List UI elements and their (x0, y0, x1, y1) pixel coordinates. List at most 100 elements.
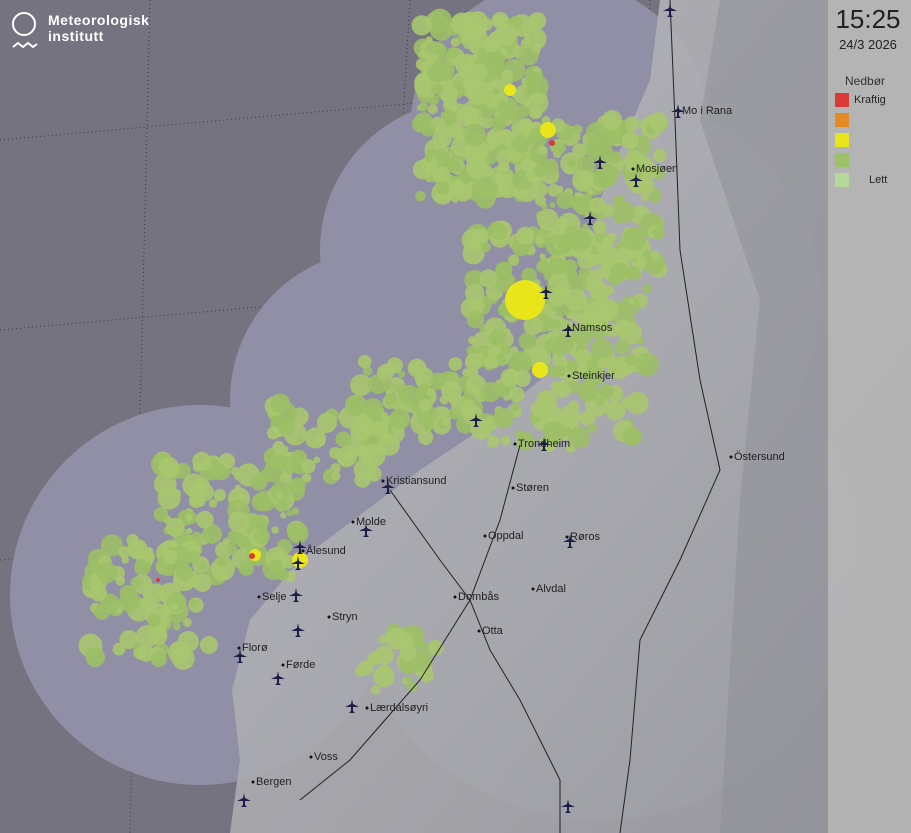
airplane-icon[interactable] (539, 285, 553, 299)
precip-cell (447, 124, 463, 139)
city-label: Steinkjer (572, 370, 615, 382)
airplane-icon[interactable] (469, 413, 483, 427)
precip-cell (498, 161, 510, 173)
precip-cell (227, 529, 243, 545)
precip-cell (470, 418, 492, 440)
precip-cell (165, 517, 185, 537)
airplane-icon[interactable] (561, 323, 575, 337)
precip-cell (571, 323, 594, 345)
precip-cell (281, 445, 289, 453)
precip-cell (487, 435, 500, 448)
precip-cell (623, 116, 640, 132)
precip-cell (192, 462, 203, 472)
precip-cell (592, 220, 607, 235)
airplane-icon[interactable] (671, 104, 685, 118)
precip-cell (301, 473, 312, 483)
precip-cell (182, 617, 192, 628)
precip-cell (568, 426, 591, 449)
precip-cell (490, 115, 507, 131)
precip-cell (143, 550, 155, 563)
precip-cell (523, 315, 543, 336)
precip-cell (567, 158, 577, 168)
airplane-icon[interactable] (563, 534, 577, 548)
precip-cell (508, 351, 532, 375)
precip-cell (577, 380, 600, 403)
precip-cell-moderate (504, 84, 516, 96)
airplane-icon[interactable] (291, 556, 305, 570)
precip-cell (575, 348, 591, 364)
precip-cell-heavy (549, 140, 555, 146)
precip-cell (395, 385, 404, 394)
precip-cell (336, 446, 358, 467)
precip-cell (614, 216, 622, 224)
precip-cell (438, 132, 447, 141)
airplane-icon[interactable] (583, 211, 597, 225)
precip-cell (548, 287, 568, 307)
legend-swatch (835, 133, 849, 147)
precip-cell (198, 562, 207, 571)
precip-cell (385, 393, 398, 406)
precip-cell (462, 242, 485, 265)
city-label: Mo i Rana (682, 105, 733, 117)
precip-cell (550, 381, 562, 393)
airplane-icon[interactable] (233, 649, 247, 663)
precip-cell (414, 73, 431, 89)
precip-cell (453, 183, 473, 202)
precip-cell (494, 24, 517, 46)
precip-cell (548, 257, 567, 276)
airplane-icon[interactable] (345, 699, 359, 713)
airplane-icon[interactable] (293, 540, 307, 554)
precip-cell (493, 14, 507, 27)
legend-swatch (835, 93, 849, 107)
precip-cell (112, 642, 126, 656)
city-label: Mosjøen (636, 163, 678, 175)
precip-cell (286, 509, 293, 517)
city-dot (281, 663, 285, 667)
precip-cell (480, 106, 493, 119)
precip-cell (448, 407, 461, 420)
met-logo[interactable]: Meteorologisk institutt (12, 12, 149, 54)
precipitation (78, 8, 668, 695)
airplane-icon[interactable] (561, 799, 575, 813)
precip-cell (270, 481, 292, 503)
precip-cell (335, 431, 352, 448)
precip-cell (444, 156, 461, 174)
precip-cell (547, 184, 561, 197)
logo-line1: Meteorologisk (48, 12, 150, 28)
precip-cell (358, 354, 372, 369)
precip-cell (450, 37, 460, 47)
legend-swatch (835, 153, 849, 167)
airplane-icon[interactable] (381, 480, 395, 494)
precip-cell (477, 352, 485, 361)
city-label: Kristiansund (386, 475, 447, 487)
precip-cell (568, 400, 580, 412)
precip-cell (195, 510, 214, 529)
airplane-icon[interactable] (289, 588, 303, 602)
precip-cell (85, 647, 106, 668)
airplane-icon[interactable] (663, 3, 677, 17)
precip-cell (289, 477, 306, 494)
airplane-icon[interactable] (537, 437, 551, 451)
precip-cell (296, 436, 303, 443)
precip-cell (650, 250, 660, 261)
airplane-icon[interactable] (359, 523, 373, 537)
precip-cell (547, 366, 559, 378)
precip-cell (371, 420, 389, 438)
precip-cell (516, 104, 530, 118)
precip-cell (496, 261, 513, 278)
precip-cell (441, 419, 449, 426)
city-dot (531, 587, 535, 591)
airplane-icon[interactable] (271, 671, 285, 685)
precip-cell (416, 640, 428, 652)
city-label: Røros (570, 531, 600, 543)
airplane-icon[interactable] (593, 155, 607, 169)
precip-cell (269, 559, 283, 573)
precip-cell (541, 403, 561, 423)
precip-cell (500, 344, 512, 356)
precip-cell (216, 555, 228, 567)
airplane-icon[interactable] (291, 623, 305, 637)
airplane-icon[interactable] (237, 793, 251, 807)
precip-cell (373, 665, 395, 688)
airplane-icon[interactable] (629, 173, 643, 187)
